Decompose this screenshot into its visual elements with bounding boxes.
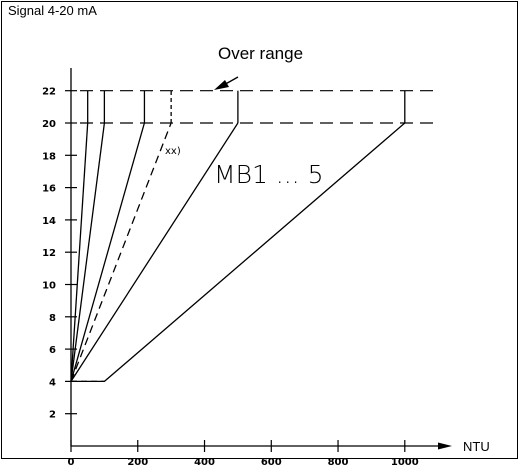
x-tick-label: 400: [194, 457, 215, 468]
chart-frame: [1, 1, 518, 459]
x-tick-label: 0: [68, 457, 75, 468]
y-tick-label: 12: [42, 248, 56, 259]
x-axis-unit: NTU: [463, 439, 490, 454]
axes: NTU: [70, 68, 490, 454]
y-tick-label: 22: [42, 87, 56, 98]
series-line: [70, 122, 172, 382]
series-line: [70, 122, 106, 382]
y-tick-label: 14: [42, 216, 56, 227]
y-tick-label: 4: [49, 377, 56, 388]
over-range-arrow-head: [214, 80, 229, 90]
x-tick-label: 800: [328, 457, 349, 468]
y-tick-label: 10: [42, 281, 56, 292]
x-tick-label: 1000: [391, 457, 419, 468]
x-axis-arrow: [438, 442, 452, 450]
y-tick-label: 2: [49, 410, 56, 421]
y-tick-label: 16: [42, 184, 56, 195]
series-line: [70, 122, 146, 382]
y-tick-label: 8: [49, 313, 56, 324]
y-tick-label: 18: [42, 151, 56, 162]
x-tick-label: 200: [127, 457, 148, 468]
y-tick-label: 6: [49, 345, 56, 356]
series-lines: [70, 90, 435, 383]
x-tick-label: 600: [261, 457, 282, 468]
y-tick-label: 20: [42, 119, 56, 130]
over-range-label: Over range: [218, 44, 303, 63]
series-line: [70, 122, 239, 382]
series-line: [70, 122, 89, 382]
annotations: Over range MB1 ... 5 xx): [165, 44, 324, 189]
ticks: 2 4 6 8 10 12 14 16 18 20 22 0 200 400 600 800 1000: [42, 87, 419, 468]
series-label: MB1 ... 5: [214, 160, 324, 189]
chart-title: Signal 4-20 mA: [8, 3, 97, 18]
note-label: xx): [165, 146, 181, 157]
